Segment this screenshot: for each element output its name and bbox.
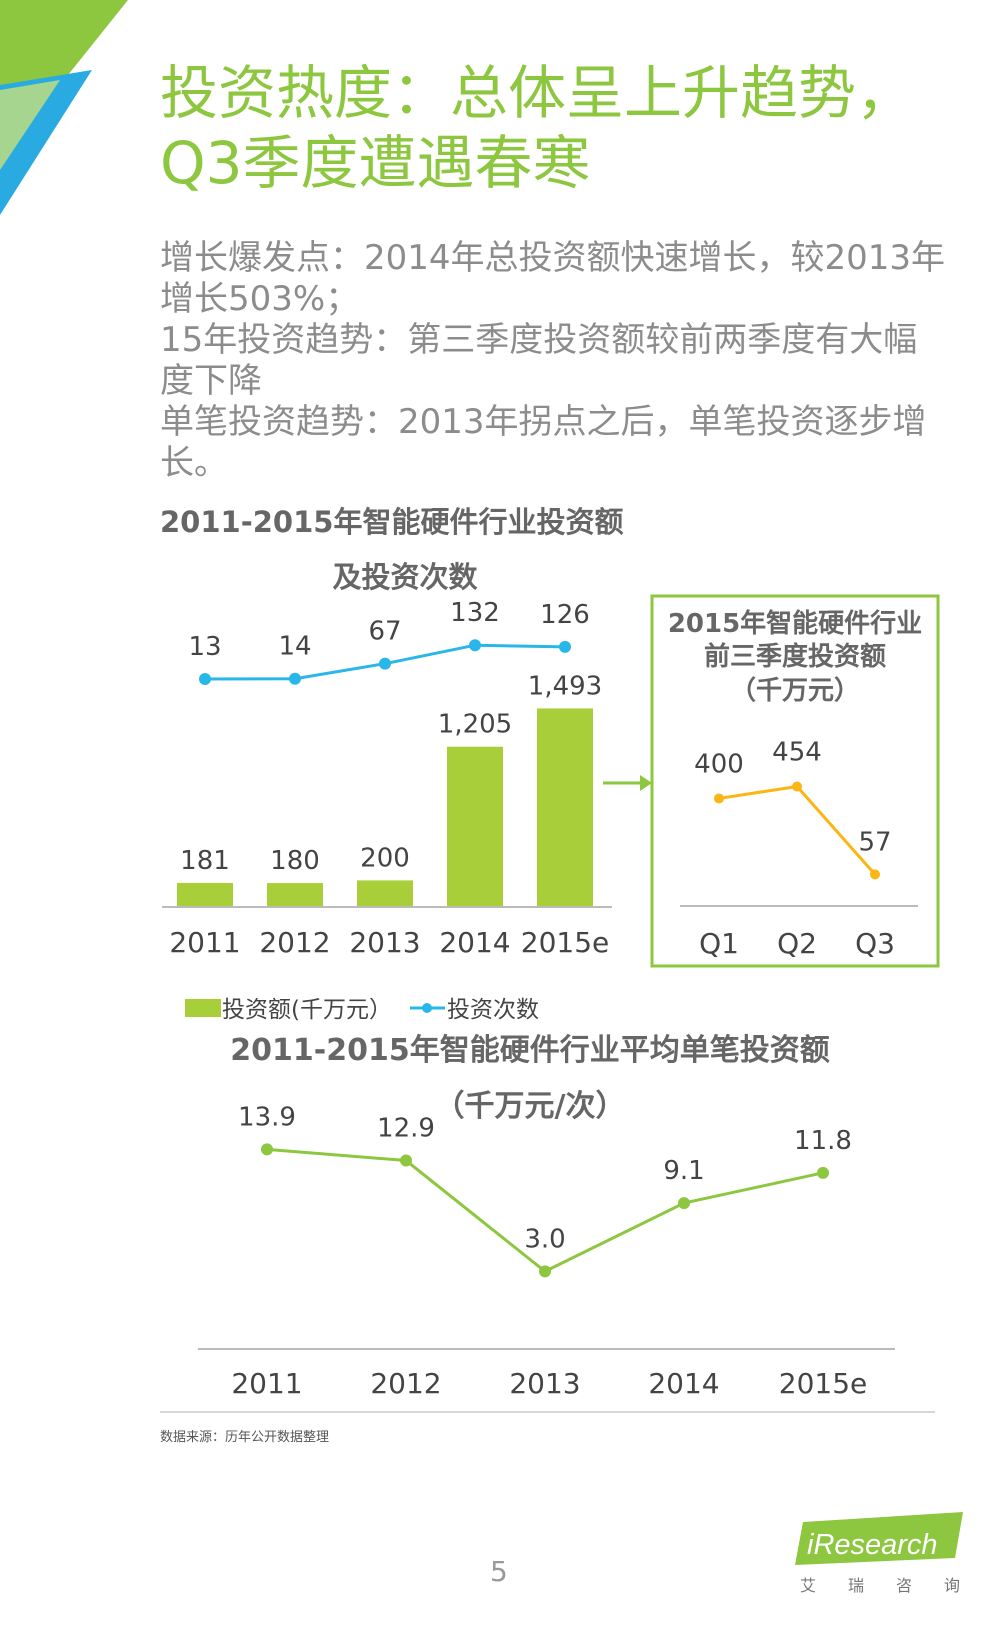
chart3-title-line2: （千万元/次） — [435, 1089, 626, 1124]
line-value-label: 13.9 — [238, 1102, 296, 1132]
series-line — [718, 784, 877, 876]
line-point — [199, 673, 211, 685]
logo-text: iResearch — [807, 1529, 938, 1561]
line-value-label: 454 — [772, 737, 822, 767]
iresearch-logo: iResearch — [795, 1512, 963, 1565]
page-title-line1: 投资热度：总体呈上升趋势， — [160, 59, 915, 127]
x-tick-label: 2011 — [231, 1367, 302, 1400]
page-title: 投资热度：总体呈上升趋势， Q3季度遭遇春寒 — [160, 58, 960, 198]
line-value-label: 12.9 — [377, 1114, 435, 1144]
line-value-label: 57 — [858, 827, 891, 857]
line-point — [539, 1265, 551, 1278]
x-tick-label: 2013 — [509, 1367, 580, 1400]
bar-value-label: 1,493 — [528, 671, 602, 701]
bar — [177, 882, 233, 907]
line-point — [559, 640, 571, 653]
line-point — [678, 1197, 690, 1210]
line-point — [261, 1143, 273, 1156]
chart1-legend: 投资额(千万元） 投资次数 — [185, 997, 539, 1023]
legend-bar-swatch — [185, 999, 221, 1017]
x-tick-label: Q1 — [699, 927, 739, 960]
line-value-label: 67 — [368, 617, 401, 647]
legend-bar-label: 投资额(千万元） — [222, 997, 392, 1023]
x-tick-label: Q2 — [777, 927, 817, 960]
legend-line-label: 投资次数 — [447, 997, 539, 1023]
line-point — [870, 869, 880, 880]
line-point — [792, 781, 802, 792]
line-point — [469, 639, 481, 652]
x-tick-label: 2012 — [370, 1367, 441, 1400]
chart1-title-line2: 及投资次数 — [332, 560, 478, 594]
line-value-label: 400 — [694, 749, 744, 779]
bar-value-label: 200 — [360, 843, 410, 873]
line-value-label: 3.0 — [524, 1224, 565, 1254]
bullet-list: 增长爆发点：2014年总投资额快速增长，较2013年增长503%； 15年投资趋… — [160, 238, 950, 484]
line-value-label: 132 — [450, 598, 500, 628]
chart3-plot: 13.9 2011 12.9 2012 3.0 2013 9.1 2014 11.8 2015e — [231, 1102, 867, 1400]
bullet-item: 增长爆发点：2014年总投资额快速增长，较2013年增长503%； — [160, 238, 946, 319]
bar-value-label: 180 — [270, 846, 320, 876]
chart1-plot: 181 2011 180 2012 200 2013 1,205 2014 1,493 2015e… — [169, 598, 609, 959]
chart2-title-line1: 2015年智能硬件行业 — [668, 608, 922, 639]
data-source: 数据来源：历年公开数据整理 — [160, 1430, 330, 1445]
line-value-label: 14 — [278, 632, 311, 662]
line-value-label: 9.1 — [663, 1156, 704, 1186]
bar — [447, 746, 503, 907]
bar-value-label: 1,205 — [438, 710, 512, 740]
x-tick-label: Q3 — [855, 927, 895, 960]
bar — [537, 708, 593, 907]
x-tick-label: 2013 — [349, 926, 420, 959]
line-point — [714, 793, 724, 804]
chart3-title-line1: 2011-2015年智能硬件行业平均单笔投资额 — [230, 1033, 829, 1068]
corner-decoration — [0, 0, 128, 215]
bar — [267, 883, 323, 907]
chart2-plot: 400 Q1 454 Q2 57 Q3 — [694, 737, 895, 960]
line-value-label: 11.8 — [794, 1126, 852, 1156]
line-point — [817, 1166, 829, 1179]
chart2-title-line3: （千万元） — [730, 676, 860, 706]
logo-subtitle: 艾 瑞 咨 询 — [800, 1572, 960, 1596]
x-tick-label: 2011 — [169, 926, 240, 959]
line-point — [400, 1154, 412, 1167]
bar — [357, 880, 413, 907]
line-value-label: 126 — [540, 600, 590, 630]
x-tick-label: 2015e — [521, 926, 609, 959]
x-tick-label: 2014 — [439, 926, 510, 959]
logo-sub-char: 瑞 — [847, 1576, 864, 1595]
logo-sub-char: 艾 — [800, 1576, 817, 1595]
x-tick-label: 2012 — [259, 926, 330, 959]
arrow-icon — [603, 775, 652, 791]
bullet-item: 15年投资趋势：第三季度投资额较前两季度有大幅度下降 — [160, 320, 918, 401]
chart2-title-line2: 前三季度投资额 — [704, 641, 886, 672]
x-tick-label: 2014 — [648, 1367, 719, 1400]
line-value-label: 13 — [188, 632, 221, 662]
line-point — [379, 657, 391, 670]
chart1-title-line1: 2011-2015年智能硬件行业投资额 — [160, 505, 623, 539]
page-title-line2: Q3季度遭遇春寒 — [160, 129, 591, 197]
legend-line-marker — [422, 1003, 432, 1013]
logo-sub-char: 咨 — [895, 1576, 912, 1595]
bullet-item: 单笔投资趋势：2013年拐点之后，单笔投资逐步增长。 — [160, 402, 927, 483]
chart2-frame — [650, 594, 940, 968]
line-point — [289, 672, 301, 685]
logo-sub-char: 询 — [943, 1576, 960, 1595]
page-number: 5 — [490, 1555, 508, 1588]
bar-value-label: 181 — [180, 846, 230, 876]
x-tick-label: 2015e — [779, 1367, 867, 1400]
